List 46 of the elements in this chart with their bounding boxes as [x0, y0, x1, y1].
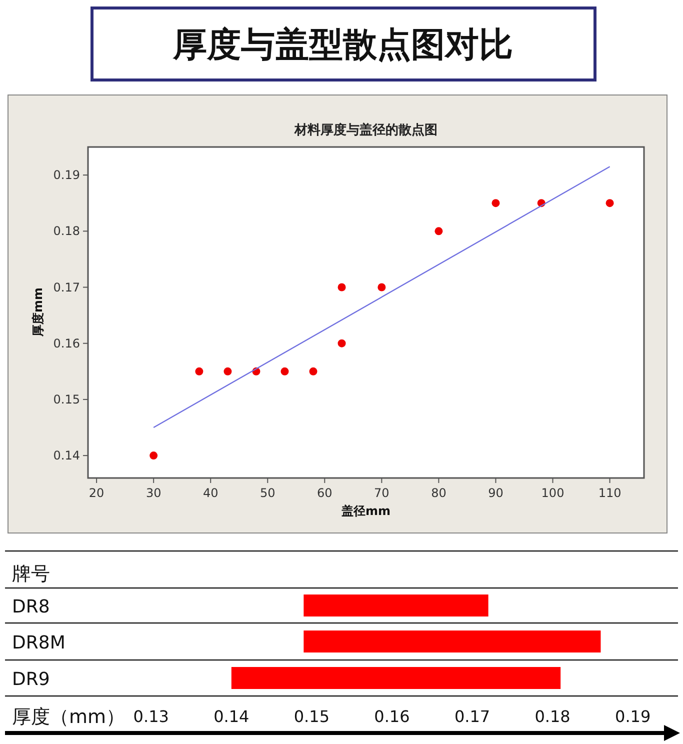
x-tick-label: 0.13	[133, 707, 169, 726]
x-tick-label: 60	[317, 486, 332, 500]
x-tick-label: 0.14	[214, 707, 250, 726]
y-tick-label: 0.14	[53, 448, 80, 463]
x-tick-label: 0.16	[374, 707, 410, 726]
x-tick-label: 0.19	[615, 707, 651, 726]
x-tick-label: 20	[88, 486, 104, 500]
point	[378, 283, 386, 292]
point	[280, 367, 289, 376]
point	[195, 367, 204, 376]
x-tick-label: 90	[488, 486, 504, 500]
x-tick-label: 0.18	[534, 707, 570, 726]
point	[150, 452, 158, 460]
point	[224, 367, 232, 376]
y-tick-label: 0.15	[53, 392, 80, 406]
y-axis-title: 厚度mm	[31, 287, 45, 338]
y-tick-label: DR8M	[12, 632, 66, 654]
point	[606, 199, 614, 208]
y-tick-label: 0.18	[53, 224, 80, 238]
y-tick-label: DR8	[12, 596, 50, 618]
bar	[304, 630, 601, 652]
y-tick-label: 0.17	[53, 280, 80, 294]
chart-title: 厚度与盖型散点图对比	[172, 25, 513, 65]
x-tick-label: 100	[541, 486, 564, 500]
x-tick-label: 70	[374, 486, 390, 500]
y-axis-title: 牌号	[12, 563, 50, 585]
bar	[304, 594, 488, 616]
point	[338, 339, 346, 348]
x-axis-title: 厚度（mm）	[12, 706, 126, 728]
y-tick-label: 0.19	[53, 168, 80, 182]
bar	[231, 667, 561, 689]
point	[434, 227, 443, 236]
x-tick-label: 110	[598, 486, 622, 500]
x-tick-label: 0.15	[294, 707, 330, 726]
x-tick-label: 40	[202, 486, 218, 500]
y-tick-label: 0.16	[53, 336, 80, 350]
x-tick-label: 50	[260, 486, 276, 500]
y-tick-label: DR9	[12, 669, 50, 690]
x-tick-label: 0.17	[454, 707, 490, 726]
x-axis-title: 盖径mm	[341, 504, 391, 518]
chart-subtitle: 材料厚度与盖径的散点图	[294, 122, 438, 138]
point	[492, 199, 500, 208]
point	[309, 367, 318, 376]
x-tick-label: 80	[431, 486, 446, 500]
x-tick-label: 30	[146, 486, 162, 500]
point	[338, 283, 346, 292]
